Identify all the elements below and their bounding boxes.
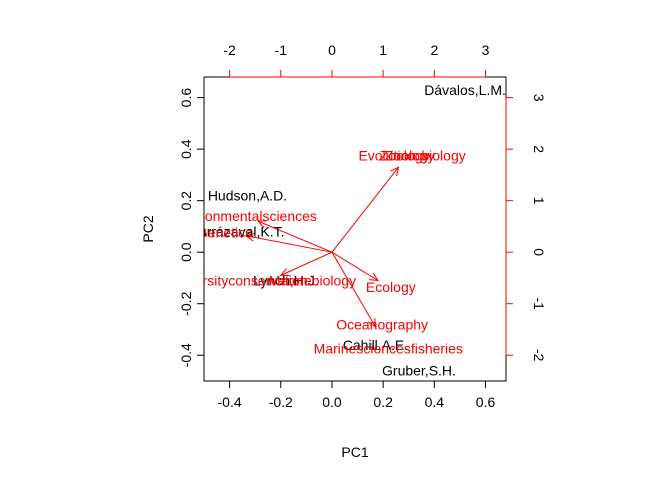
y-tick-label: 0.6 — [178, 88, 194, 108]
loading-arrow — [258, 220, 333, 253]
loading-arrow — [280, 251, 333, 276]
loading-arrowhead — [257, 220, 268, 229]
x-tick-label: 0.0 — [322, 394, 342, 410]
loading-label: Biodiversityconservation — [157, 273, 308, 289]
top-tick-label: 2 — [430, 42, 438, 58]
loading-label: Evolution — [358, 147, 416, 163]
top-tick-label: 0 — [328, 42, 336, 58]
loading-label: Genetics — [197, 225, 252, 241]
y-tick-label: -0.2 — [178, 291, 194, 315]
top-axis: -2 -1 0 1 2 3 — [223, 42, 490, 78]
right-tick-label: 3 — [531, 94, 547, 102]
right-axis: -2 -1 0 1 2 3 — [505, 94, 547, 362]
left-axis: -0.4 -0.2 0.0 0.2 0.4 0.6 — [178, 88, 205, 367]
loading-label: Ecology — [366, 279, 416, 295]
score-point-label: Hudson,A.D. — [208, 188, 287, 204]
bottom-axis: -0.4 -0.2 0.0 0.2 0.4 0.6 — [218, 380, 496, 410]
right-tick-label: 1 — [531, 197, 547, 205]
loading-label: Environmentalsciences — [173, 208, 317, 224]
x-axis-title: PC1 — [341, 444, 368, 460]
y-tick-label: 0.4 — [178, 139, 194, 159]
loading-arrowhead — [244, 232, 255, 242]
right-tick-label: 0 — [531, 248, 547, 256]
loading-arrow — [331, 251, 376, 328]
loading-arrow — [331, 166, 399, 253]
score-point-label: Dávalos,L.M. — [424, 82, 506, 98]
top-tick-label: 3 — [482, 42, 490, 58]
right-tick-label: -1 — [531, 297, 547, 310]
right-tick-label: -2 — [531, 349, 547, 362]
loading-label: Zoology — [380, 147, 430, 163]
top-tick-label: 1 — [379, 42, 387, 58]
loading-arrow — [245, 235, 333, 253]
score-point-label: Gruber,S.H. — [382, 363, 456, 379]
right-tick-label: 2 — [531, 145, 547, 153]
y-tick-label: 0.2 — [178, 191, 194, 211]
x-tick-label: -0.4 — [218, 394, 242, 410]
loading-arrowhead — [279, 268, 290, 277]
score-point-label: Lynch,H.J. — [253, 273, 319, 289]
x-tick-label: 0.4 — [425, 394, 445, 410]
loading-label: Zoology — [385, 147, 435, 163]
top-tick-label: -2 — [223, 42, 236, 58]
loading-label: Marinesciencesfisheries — [314, 341, 463, 357]
y-tick-label: -0.4 — [178, 343, 194, 367]
score-point-label: Yrarrázaval,K.T. — [185, 224, 285, 240]
top-tick-label: -1 — [275, 42, 288, 58]
x-tick-label: 0.6 — [476, 394, 496, 410]
loading-arrowhead — [390, 166, 400, 177]
loading-label: Marinebiology — [269, 273, 356, 289]
score-labels: Dávalos,L.M. Hudson,A.D. Yrarrázaval,K.T. L… — [185, 82, 506, 379]
loading-arrows — [244, 166, 400, 328]
loading-label: biology — [421, 147, 465, 163]
x-tick-label: -0.2 — [269, 394, 293, 410]
y-axis-title: PC2 — [140, 215, 156, 242]
y-tick-label: 0.0 — [178, 242, 194, 262]
x-tick-label: 0.2 — [373, 394, 393, 410]
loading-arrowhead — [369, 272, 380, 282]
loading-arrow — [331, 251, 379, 281]
score-point-label: Cahill,A.E. — [343, 337, 408, 353]
loading-label: Oceanography — [336, 316, 428, 332]
loading-arrowhead — [367, 317, 377, 328]
